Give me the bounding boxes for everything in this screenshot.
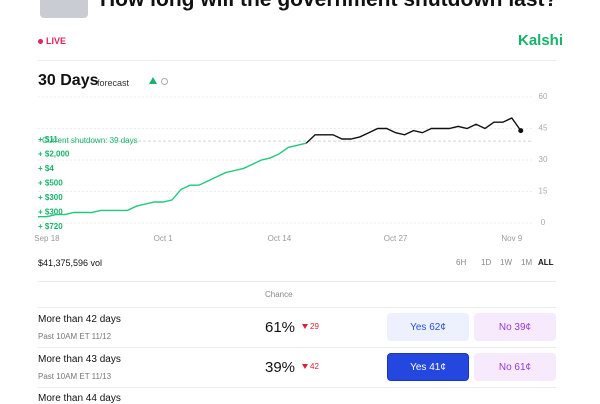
y-tick-label: 45 (539, 124, 548, 133)
market-image (40, 0, 88, 18)
row-subtitle: Past 10AM ET 11/12 (38, 332, 112, 341)
row-title[interactable]: More than 43 days (38, 354, 121, 365)
yes-button[interactable]: Yes 41¢ (387, 353, 469, 381)
x-tick-label: Oct 1 (154, 234, 174, 243)
x-tick-label: Sep 18 (34, 234, 60, 243)
end-point (518, 128, 524, 134)
trade-annotation: + $300 (38, 208, 63, 217)
chart: 0 15 30 45 60 Sep 18 Oct 1 Oct 14 Oct 27 Nov 9 Cur… (34, 92, 548, 243)
column-header: Chance (265, 290, 293, 299)
trade-annotation: + $500 (38, 179, 63, 188)
live-status: LIVE (46, 36, 67, 46)
price-line (305, 117, 522, 144)
live-dot (38, 39, 43, 44)
volume: $41,375,596 vol (38, 258, 103, 268)
row-title[interactable]: More than 44 days (38, 393, 121, 404)
y-tick-label: 0 (541, 218, 546, 227)
change: 29 (310, 322, 319, 331)
trade-annotation: + $11 (38, 135, 58, 144)
x-tick-label: Oct 27 (384, 234, 408, 243)
divider (38, 347, 556, 348)
divider (38, 387, 556, 388)
down-arrow (302, 364, 308, 369)
trade-annotation: + $720 (38, 222, 63, 231)
divider (38, 307, 556, 308)
range-button[interactable]: 1M (521, 258, 533, 267)
divider (38, 281, 556, 282)
no-button[interactable]: No 39¢ (474, 313, 556, 341)
reference-label: Current shutdown: 39 days (42, 136, 138, 145)
trade-annotation: + $300 (38, 193, 63, 202)
range-button[interactable]: 1D (481, 258, 492, 267)
range-button[interactable]: 6H (456, 258, 467, 267)
trade-annotation: + $4 (38, 164, 54, 173)
trend-icon (149, 77, 157, 84)
y-tick-label: 60 (539, 92, 548, 101)
no-button[interactable]: No 61¢ (474, 353, 556, 381)
row-subtitle: Past 10AM ET 11/13 (38, 372, 112, 381)
divider (38, 60, 556, 61)
info-icon[interactable] (161, 78, 168, 85)
down-arrow (302, 324, 308, 329)
range-button[interactable]: 1W (500, 258, 512, 267)
chance: 61% (265, 319, 296, 336)
x-tick-label: Oct 14 (268, 234, 292, 243)
change: 42 (310, 362, 319, 371)
chance: 39% (265, 359, 296, 376)
yes-button[interactable]: Yes 62¢ (387, 313, 469, 341)
forecast-value: 30 Days (38, 72, 99, 89)
y-tick-label: 15 (539, 187, 548, 196)
price-line (38, 142, 307, 218)
market-title: How long will the government shutdown la… (100, 0, 557, 12)
trade-annotation: + $2,000 (38, 150, 70, 159)
forecast-label: forecast (97, 78, 130, 88)
x-tick-label: Nov 9 (501, 234, 522, 243)
y-tick-label: 30 (539, 155, 548, 164)
row-title[interactable]: More than 42 days (38, 314, 121, 325)
range-button[interactable]: ALL (538, 258, 554, 267)
brand[interactable]: Kalshi (518, 32, 564, 49)
